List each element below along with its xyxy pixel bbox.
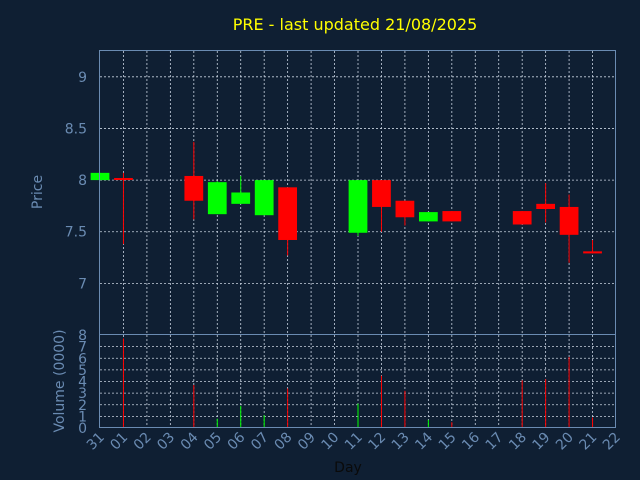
volume-panel-frame [99,334,616,428]
price-candles [90,141,602,263]
volume-tick-label: 3 [78,386,87,402]
price-tick-label: 8 [78,173,87,189]
x-tick-label: 02 [131,430,155,454]
x-tick-label: 16 [459,429,483,453]
candle-body [536,203,556,210]
volume-tick-label: 6 [78,351,87,367]
x-tick-label: 12 [365,430,389,454]
x-tick-label: 08 [272,430,296,454]
candle-body [372,180,391,207]
x-tick-label: 18 [506,430,530,454]
price-axis: 7 7.5 8 8.5 9 [65,70,87,293]
volume-tick-label: 8 [78,328,87,344]
x-tick-label: 10 [318,430,342,454]
chart-title: PRE - last updated 21/08/2025 [233,15,478,34]
x-tick-label: 07 [248,430,272,454]
x-tick-label: 04 [178,429,202,453]
x-tick-label: 19 [530,430,554,454]
volume-tick-label: 1 [78,409,87,425]
price-tick-label: 7.5 [65,225,87,241]
x-tick-label: 05 [201,430,225,454]
x-tick-label: 21 [576,430,600,454]
day-axis-label: Day [334,460,362,476]
volume-tick-label: 2 [78,398,87,414]
volume-tick-label: 0 [78,421,87,437]
candle-body [395,200,415,218]
volume-tick-label: 4 [78,375,87,391]
day-axis: 31 01 02 03 04 05 06 07 08 09 10 11 12 13 14 15 16 17 18 19… [84,429,624,453]
x-tick-label: 15 [436,430,460,454]
price-tick-label: 8.5 [65,121,87,137]
x-tick-label: 20 [553,430,577,454]
candle-body [583,251,602,254]
volume-axis-label: Volume (0000) [52,329,68,432]
x-tick-label: 13 [389,430,413,454]
price-tick-label: 9 [78,70,87,86]
candle-body [418,212,438,222]
candle-body [114,178,133,181]
volume-tick-label: 7 [78,340,87,356]
x-tick-label: 22 [600,430,624,454]
x-tick-label: 14 [412,429,436,453]
x-tick-label: 09 [295,430,319,454]
x-tick-label: 17 [483,430,507,454]
x-tick-label: 03 [154,430,178,454]
candle-body [278,187,298,240]
x-tick-label: 06 [225,429,249,453]
price-axis-label: Price [30,175,46,209]
candle-body [254,180,274,216]
candle-body [231,192,251,204]
candle-body [348,180,368,233]
candle-body [442,211,462,222]
candle-body [184,175,204,201]
candle-body [512,211,532,225]
x-tick-label: 31 [84,430,108,454]
price-tick-label: 7 [78,276,87,292]
candle-body [207,182,227,215]
x-tick-label: 11 [342,430,366,454]
volume-tick-label: 5 [78,363,87,379]
candle-body [559,206,579,235]
x-tick-label: 01 [107,430,131,454]
